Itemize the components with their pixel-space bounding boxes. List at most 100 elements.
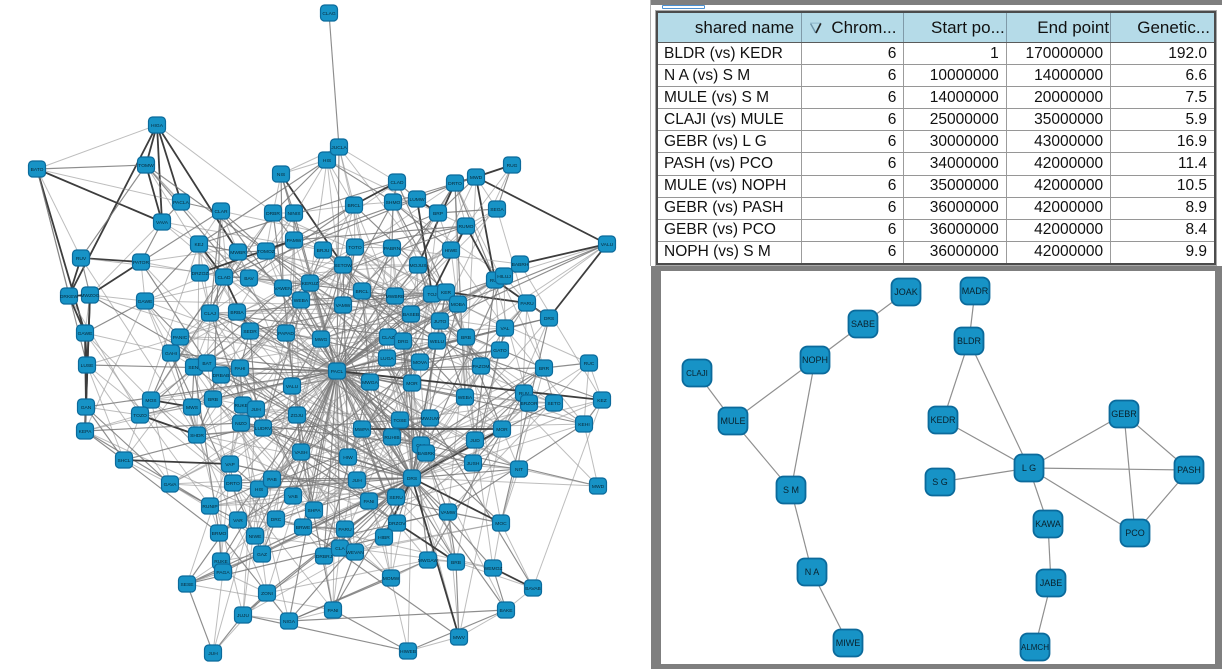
svg-text:PAPAD: PAPAD: [278, 331, 294, 337]
svg-text:LUSE: LUSE: [81, 363, 95, 369]
svg-text:CLAZ: CLAZ: [382, 335, 395, 341]
svg-text:PAHI: PAHI: [234, 366, 245, 372]
svg-text:CLAR: CLAR: [214, 209, 228, 215]
svg-text:VAMW: VAMW: [336, 303, 351, 309]
svg-text:DRBAB: DRBAB: [213, 373, 230, 379]
svg-text:HIS: HIS: [323, 158, 332, 164]
svg-text:MWD: MWD: [470, 175, 483, 181]
svg-text:RUMO: RUMO: [459, 224, 474, 230]
svg-text:BAVAB: BAVAB: [525, 586, 541, 592]
svg-text:JUD: JUD: [470, 438, 480, 444]
svg-text:VALU: VALU: [601, 242, 614, 248]
svg-text:WEBA: WEBA: [294, 298, 309, 304]
svg-text:RUNIP: RUNIP: [202, 504, 217, 510]
svg-text:MIWE: MIWE: [836, 638, 861, 648]
svg-text:PASH: PASH: [1177, 465, 1201, 475]
svg-text:VAR: VAR: [233, 518, 243, 524]
svg-text:RUC: RUC: [584, 361, 595, 367]
svg-text:WEBA: WEBA: [458, 395, 473, 401]
svg-text:JUH: JUH: [251, 407, 261, 413]
svg-text:TOSE: TOSE: [393, 418, 407, 424]
svg-text:HIW: HIW: [343, 455, 353, 461]
svg-text:JUH: JUH: [208, 651, 218, 657]
svg-text:KEJ: KEJ: [195, 242, 205, 248]
svg-text:MWD: MWD: [592, 484, 605, 490]
svg-text:BRJU: BRJU: [317, 248, 330, 254]
svg-text:CLAG: CLAG: [322, 11, 336, 17]
svg-text:HIBR: HIBR: [378, 535, 390, 541]
svg-text:GAWE: GAWE: [138, 299, 154, 305]
svg-text:PAMW: PAMW: [287, 238, 302, 244]
svg-text:NIWE: NIWE: [249, 534, 263, 540]
svg-text:SEDR: SEDR: [243, 329, 257, 335]
svg-text:CLA: CLA: [335, 546, 345, 552]
svg-text:NIS: NIS: [277, 172, 286, 178]
svg-text:NIT: NIT: [515, 467, 523, 473]
svg-text:GEBR: GEBR: [1111, 409, 1137, 419]
svg-text:MWV: MWV: [453, 635, 466, 641]
svg-text:TOMW: TOMW: [138, 163, 154, 169]
svg-text:MADR: MADR: [962, 286, 989, 296]
svg-text:PARU: PARU: [338, 527, 352, 533]
svg-text:S G: S G: [932, 477, 948, 487]
svg-text:MWG: MWG: [315, 337, 328, 343]
svg-text:SETO: SETO: [547, 401, 560, 407]
svg-text:SENI: SENI: [188, 365, 199, 371]
svg-text:PATOR: PATOR: [133, 260, 149, 266]
svg-text:VAB: VAB: [288, 494, 297, 500]
svg-text:BRB: BRB: [451, 560, 461, 566]
svg-text:PABRN: PABRN: [384, 246, 401, 252]
svg-text:NIGA: NIGA: [283, 619, 296, 625]
svg-text:RUG: RUG: [507, 163, 518, 169]
svg-text:ZONI: ZONI: [261, 591, 273, 597]
svg-text:PANI: PANI: [327, 608, 338, 614]
svg-text:BAT: BAT: [202, 361, 211, 367]
svg-text:MWGAW: MWGAW: [418, 558, 439, 564]
svg-text:DRBRJ: DRBRJ: [316, 554, 333, 560]
svg-text:BRR: BRR: [539, 366, 550, 372]
svg-text:BAV: BAV: [244, 276, 254, 282]
svg-text:VAMW: VAMW: [441, 510, 456, 516]
svg-text:RUV: RUV: [76, 256, 87, 262]
svg-text:BRWE: BRWE: [296, 525, 311, 531]
svg-text:JUSH: JUSH: [467, 461, 480, 467]
svg-text:VALU: VALU: [286, 384, 299, 390]
svg-text:RUV: RUV: [519, 391, 530, 397]
svg-text:RUKE: RUKE: [214, 559, 228, 565]
svg-text:BASEB: BASEB: [403, 312, 419, 318]
svg-text:BRZOR: BRZOR: [520, 401, 538, 407]
svg-text:MWBR: MWBR: [230, 250, 246, 256]
svg-text:DRTO: DRTO: [448, 181, 462, 187]
svg-text:VAL: VAL: [501, 326, 510, 332]
svg-text:JOAK: JOAK: [894, 287, 918, 297]
svg-text:ALMCH: ALMCH: [1021, 643, 1049, 652]
svg-text:SETOW: SETOW: [334, 263, 352, 269]
svg-text:RUKEH: RUKEH: [234, 403, 252, 409]
svg-text:MOBA: MOBA: [451, 302, 466, 308]
svg-text:BLDR: BLDR: [957, 336, 982, 346]
svg-text:KERUZ: KERUZ: [302, 281, 319, 287]
svg-text:JUTO: JUTO: [434, 319, 447, 325]
svg-text:VAP: VAP: [225, 462, 234, 468]
svg-text:MOMW: MOMW: [383, 576, 400, 582]
svg-text:TOZO: TOZO: [133, 413, 147, 419]
svg-text:GAN: GAN: [81, 405, 92, 411]
svg-text:BATO: BATO: [31, 167, 44, 173]
svg-text:JUJU: JUJU: [237, 613, 249, 619]
svg-text:MWGA: MWGA: [362, 380, 378, 386]
svg-text:BAKE: BAKE: [499, 608, 513, 614]
svg-text:MWS: MWS: [186, 405, 199, 411]
svg-text:BRMO: BRMO: [212, 531, 227, 537]
svg-text:BRCL: BRCL: [355, 289, 368, 295]
svg-text:HIS: HIS: [255, 487, 264, 493]
svg-text:VAWEN: VAWEN: [274, 286, 292, 292]
svg-text:LUDRV: LUDRV: [255, 426, 272, 432]
svg-text:BRP: BRP: [433, 211, 443, 217]
svg-text:DRZOV: DRZOV: [388, 521, 406, 527]
svg-text:BABRK: BABRK: [418, 451, 435, 457]
svg-text:CLAJ: CLAJ: [204, 311, 217, 317]
svg-text:DRKEW: DRKEW: [60, 294, 79, 300]
svg-text:MWJUW: MWJUW: [420, 416, 440, 422]
svg-text:SHPA: SHPA: [308, 508, 322, 514]
svg-text:HIWE: HIWE: [445, 248, 459, 254]
